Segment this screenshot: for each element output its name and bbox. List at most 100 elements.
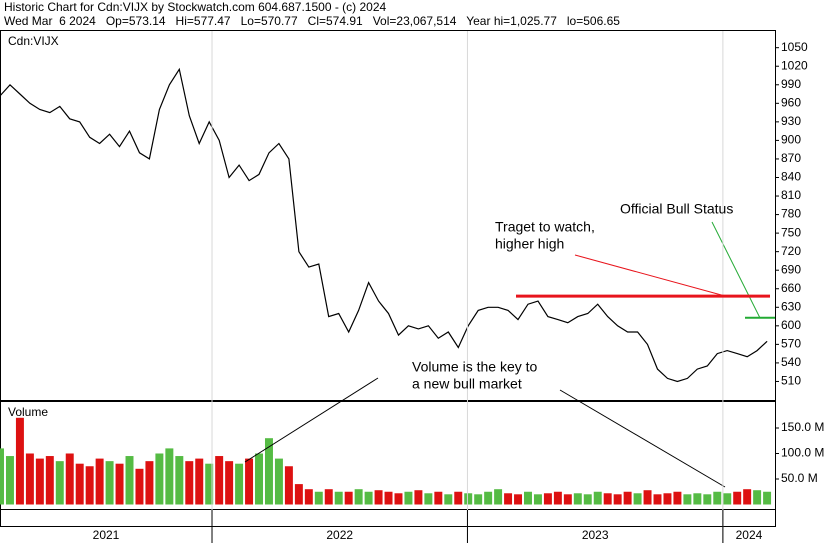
volume-bar <box>444 494 453 505</box>
volume-bar <box>245 458 254 505</box>
volume-bar <box>15 417 24 505</box>
y2-tick-label: 50.0 M <box>781 471 818 485</box>
volume-bar <box>264 438 273 505</box>
volume-bar <box>175 456 184 505</box>
volume-bar <box>683 494 692 505</box>
y-tick-label: 660 <box>781 281 801 295</box>
volume-bar <box>663 493 672 505</box>
y-tick-label: 990 <box>781 77 801 91</box>
volume-bar <box>0 448 4 505</box>
y2-tick-label: 100.0 M <box>781 446 824 460</box>
y-tick-label: 600 <box>781 318 801 332</box>
pointer <box>711 221 761 319</box>
volume-bar <box>404 491 413 505</box>
volume-bar <box>364 491 373 505</box>
x-tick-label: 2023 <box>582 528 609 542</box>
pointer <box>559 389 726 488</box>
y-tick-label: 930 <box>781 114 801 128</box>
volume-bar <box>105 461 114 505</box>
volume-bar <box>165 448 174 505</box>
volume-bar <box>75 463 84 505</box>
volume-bar <box>414 490 423 505</box>
y-tick-label: 870 <box>781 151 801 165</box>
volume-bar <box>643 490 652 505</box>
volume-bar <box>553 491 562 505</box>
volume-bar <box>474 494 483 505</box>
y-tick-label: 750 <box>781 225 801 239</box>
volume-bar <box>673 491 682 505</box>
annotation: a new bull market <box>412 376 522 392</box>
volume-bar <box>225 461 234 505</box>
volume-bar <box>155 453 164 505</box>
volume-bar <box>424 493 433 505</box>
volume-bar <box>384 491 393 505</box>
volume-bar <box>145 461 154 505</box>
y-tick-label: 720 <box>781 244 801 258</box>
volume-bar <box>623 491 632 505</box>
volume-bar <box>115 463 124 505</box>
volume-bar <box>514 494 523 505</box>
volume-bar <box>733 491 742 505</box>
volume-bar <box>55 461 64 505</box>
volume-bar <box>723 493 732 505</box>
volume-bar <box>693 493 702 505</box>
volume-bar <box>713 491 722 505</box>
x-tick-label: 2022 <box>326 528 353 542</box>
volume-bar <box>613 494 622 505</box>
volume-bar <box>374 490 383 505</box>
volume-bar <box>95 458 104 505</box>
volume-bar <box>65 453 74 505</box>
volume-bar <box>573 493 582 505</box>
volume-bar <box>235 463 244 505</box>
x-tick-label: 2021 <box>93 528 120 542</box>
volume-bar <box>45 456 54 505</box>
volume-bar <box>344 491 353 505</box>
y-tick-label: 780 <box>781 207 801 221</box>
volume-bar <box>454 491 463 505</box>
volume-bar <box>504 493 513 505</box>
volume-bar <box>633 493 642 505</box>
volume-bar <box>135 468 144 505</box>
y-tick-label: 960 <box>781 95 801 109</box>
volume-bar <box>125 456 134 505</box>
y-tick-label: 690 <box>781 262 801 276</box>
volume-bar <box>583 494 592 505</box>
x-tick-label: 2024 <box>736 528 763 542</box>
price-panel <box>0 30 776 401</box>
volume-bar <box>354 489 363 505</box>
y-tick-label: 810 <box>781 188 801 202</box>
volume-bar <box>255 453 263 505</box>
volume-bar <box>215 456 224 505</box>
volume-bar <box>484 491 493 505</box>
volume-bar <box>185 461 194 505</box>
date-strip <box>0 509 776 527</box>
y-tick-label: 510 <box>781 374 801 388</box>
volume-bar <box>603 493 612 505</box>
panel-label: Cdn:VIJX <box>8 34 59 48</box>
y-tick-label: 900 <box>781 133 801 147</box>
volume-bar <box>394 493 403 505</box>
volume-label: Volume <box>8 405 48 419</box>
volume-bar <box>35 458 44 505</box>
volume-bar <box>25 453 34 505</box>
chart-subtitle: Wed Mar 6 2024 Op=573.14 Hi=577.47 Lo=57… <box>4 14 620 28</box>
y-tick-label: 570 <box>781 337 801 351</box>
volume-bar <box>563 494 572 505</box>
volume-bar <box>543 493 552 505</box>
y-tick-label: 1020 <box>781 58 808 72</box>
volume-bar <box>274 458 283 505</box>
y-tick-label: 1050 <box>781 40 808 54</box>
chart-title: Historic Chart for Cdn:VIJX by Stockwatc… <box>4 0 386 14</box>
volume-bar <box>195 458 204 505</box>
y-tick-label: 840 <box>781 170 801 184</box>
y-tick-label: 540 <box>781 355 801 369</box>
volume-bar <box>205 463 214 505</box>
volume-bar <box>763 491 772 505</box>
volume-bar <box>294 484 303 505</box>
annotation: Traget to watch, <box>495 219 595 235</box>
annotation: Official Bull Status <box>620 201 733 217</box>
volume-bar <box>753 490 762 505</box>
volume-bar <box>334 491 343 505</box>
